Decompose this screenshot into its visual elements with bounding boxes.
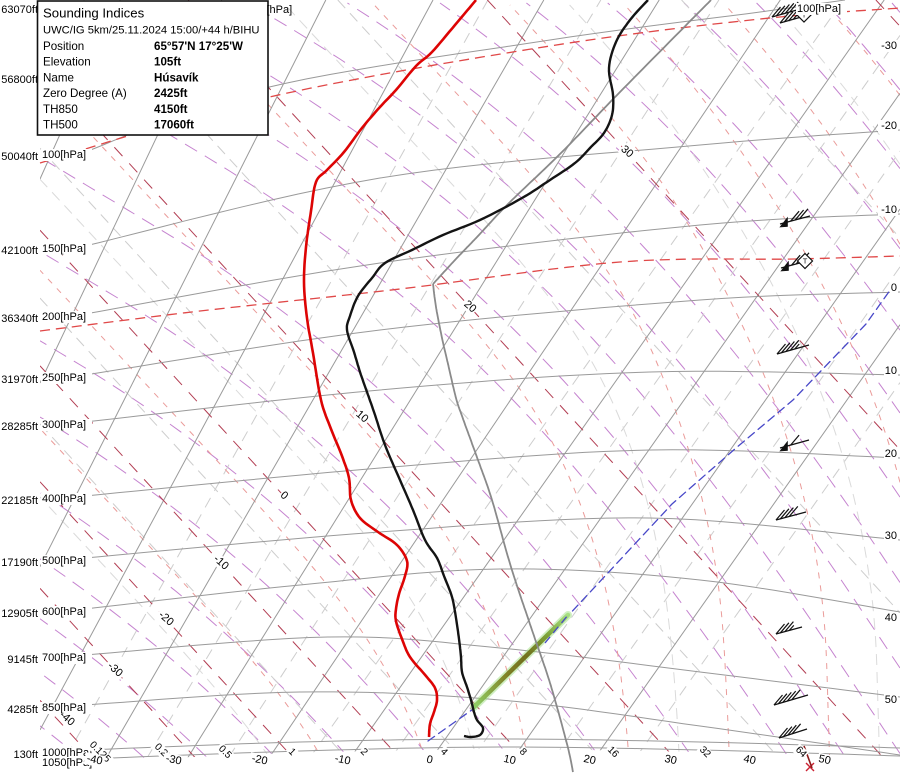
svg-text:17060ft: 17060ft <box>154 119 194 132</box>
svg-text:30: 30 <box>663 753 677 767</box>
svg-text:T: T <box>802 11 807 20</box>
svg-text:-10: -10 <box>334 753 352 768</box>
svg-text:850[hPa]: 850[hPa] <box>42 702 86 714</box>
svg-text:700[hPa]: 700[hPa] <box>42 652 86 664</box>
svg-text:42100ft: 42100ft <box>1 245 38 257</box>
svg-text:Sounding Indices: Sounding Indices <box>43 6 145 21</box>
svg-text:20: 20 <box>885 448 897 460</box>
svg-text:-30: -30 <box>165 753 183 768</box>
svg-text:1000[hPa]: 1000[hPa] <box>42 747 92 759</box>
svg-text:-20: -20 <box>251 753 269 768</box>
svg-text:10: 10 <box>885 365 897 377</box>
svg-text:TH500: TH500 <box>43 119 78 132</box>
svg-text:100[hPa]: 100[hPa] <box>797 3 841 15</box>
svg-text:63070ft: 63070ft <box>1 4 38 16</box>
svg-text:[hPa]: [hPa] <box>267 4 293 16</box>
svg-text:36340ft: 36340ft <box>1 313 38 325</box>
svg-text:300[hPa]: 300[hPa] <box>42 419 86 431</box>
svg-text:Elevation: Elevation <box>43 56 91 69</box>
svg-text:150[hPa]: 150[hPa] <box>42 243 86 255</box>
svg-text:12905ft: 12905ft <box>1 608 38 620</box>
svg-text:2425ft: 2425ft <box>154 87 188 100</box>
svg-text:4285ft: 4285ft <box>7 704 38 716</box>
svg-text:0: 0 <box>891 282 897 294</box>
svg-text:20: 20 <box>582 753 596 767</box>
svg-text:Position: Position <box>43 40 84 53</box>
svg-text:-40: -40 <box>86 753 104 768</box>
svg-text:28285ft: 28285ft <box>1 421 38 433</box>
svg-text:200[hPa]: 200[hPa] <box>42 311 86 323</box>
svg-text:600[hPa]: 600[hPa] <box>42 606 86 618</box>
svg-text:T: T <box>803 257 808 266</box>
svg-text:9145ft: 9145ft <box>7 654 38 666</box>
svg-text:250[hPa]: 250[hPa] <box>42 372 86 384</box>
svg-text:10: 10 <box>502 753 516 767</box>
svg-text:TH850: TH850 <box>43 103 78 116</box>
svg-text:4150ft: 4150ft <box>154 103 188 116</box>
svg-text:-10: -10 <box>881 204 897 216</box>
svg-text:Name: Name <box>43 71 74 84</box>
svg-text:50040ft: 50040ft <box>1 151 38 163</box>
svg-text:500[hPa]: 500[hPa] <box>42 555 86 567</box>
svg-text:130ft: 130ft <box>14 749 38 761</box>
svg-text:Zero Degree (A): Zero Degree (A) <box>43 87 127 100</box>
svg-text:22185ft: 22185ft <box>1 495 38 507</box>
svg-text:UWC/IG 5km/25.11.2024 15:00/+4: UWC/IG 5km/25.11.2024 15:00/+44 h/BIHU <box>43 25 260 37</box>
svg-text:Húsavík: Húsavík <box>154 71 199 84</box>
svg-text:0: 0 <box>425 754 433 767</box>
svg-text:65°57'N 17°25'W: 65°57'N 17°25'W <box>154 40 243 53</box>
svg-text:400[hPa]: 400[hPa] <box>42 493 86 505</box>
svg-text:50: 50 <box>817 753 831 767</box>
svg-text:100[hPa]: 100[hPa] <box>42 149 86 161</box>
svg-text:17190ft: 17190ft <box>1 557 38 569</box>
svg-text:56800ft: 56800ft <box>1 74 38 86</box>
svg-text:40: 40 <box>885 612 897 624</box>
svg-text:-20: -20 <box>881 120 897 132</box>
svg-text:1050[hPa]: 1050[hPa] <box>42 757 92 769</box>
svg-text:50: 50 <box>885 694 897 706</box>
svg-text:40: 40 <box>742 753 756 767</box>
svg-text:-30: -30 <box>881 40 897 52</box>
svg-text:30: 30 <box>885 530 897 542</box>
svg-text:105ft: 105ft <box>154 56 181 69</box>
svg-text:31970ft: 31970ft <box>1 374 38 386</box>
